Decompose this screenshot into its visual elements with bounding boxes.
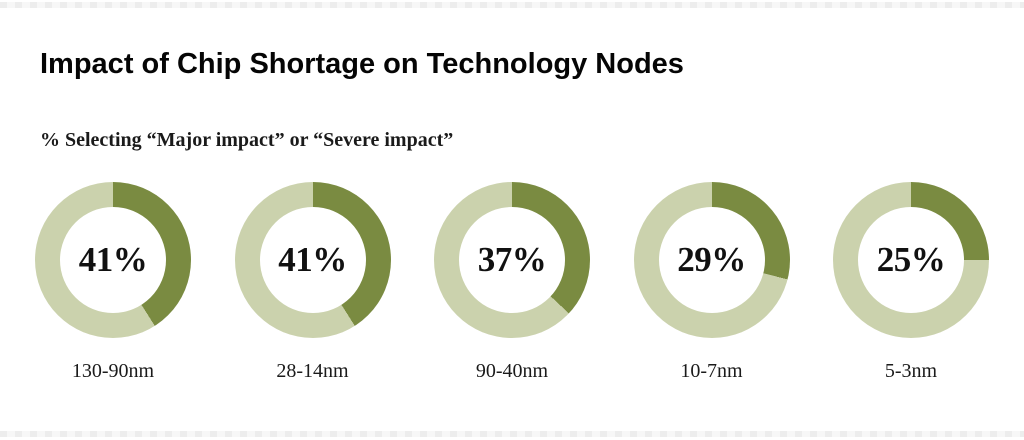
donut-ring: 29% bbox=[633, 182, 790, 338]
donut-ring: 25% bbox=[833, 182, 989, 338]
donut-item: 41% 28-14nm bbox=[233, 182, 393, 383]
donut-value-label: 41% bbox=[78, 240, 148, 279]
donut-hole: 29% bbox=[658, 207, 765, 313]
donut-item: 29% 10-7nm bbox=[632, 182, 792, 383]
chart-title: Impact of Chip Shortage on Technology No… bbox=[40, 48, 684, 80]
donut-item: 25% 5-3nm bbox=[831, 182, 991, 383]
donut-chart-row: 41% 130-90nm 41% 28-14nm 37% 90-40nm 29%… bbox=[33, 182, 991, 383]
top-edge-scan-artifact bbox=[0, 2, 1024, 8]
donut-category-label: 90-40nm bbox=[475, 360, 549, 382]
donut-category-label: 10-7nm bbox=[680, 360, 743, 382]
donut-ring: 37% bbox=[434, 182, 590, 338]
donut-item: 37% 90-40nm bbox=[432, 182, 592, 383]
chart-subtitle: % Selecting “Major impact” or “Severe im… bbox=[40, 129, 454, 151]
donut-hole: 37% bbox=[459, 207, 565, 313]
donut-hole: 25% bbox=[858, 207, 964, 313]
donut-category-label: 5-3nm bbox=[884, 360, 938, 382]
donut-category-label: 28-14nm bbox=[276, 360, 349, 382]
donut-ring: 41% bbox=[35, 182, 191, 338]
donut-ring: 41% bbox=[234, 182, 391, 338]
donut-value-label: 37% bbox=[477, 240, 547, 279]
donut-value-label: 29% bbox=[677, 240, 746, 279]
donut-hole: 41% bbox=[60, 207, 166, 313]
bottom-edge-scan-artifact bbox=[0, 431, 1024, 437]
donut-category-label: 130-90nm bbox=[71, 360, 155, 382]
donut-item: 41% 130-90nm bbox=[33, 182, 193, 383]
donut-value-label: 25% bbox=[876, 240, 946, 279]
donut-value-label: 41% bbox=[278, 240, 347, 279]
donut-hole: 41% bbox=[259, 207, 366, 313]
